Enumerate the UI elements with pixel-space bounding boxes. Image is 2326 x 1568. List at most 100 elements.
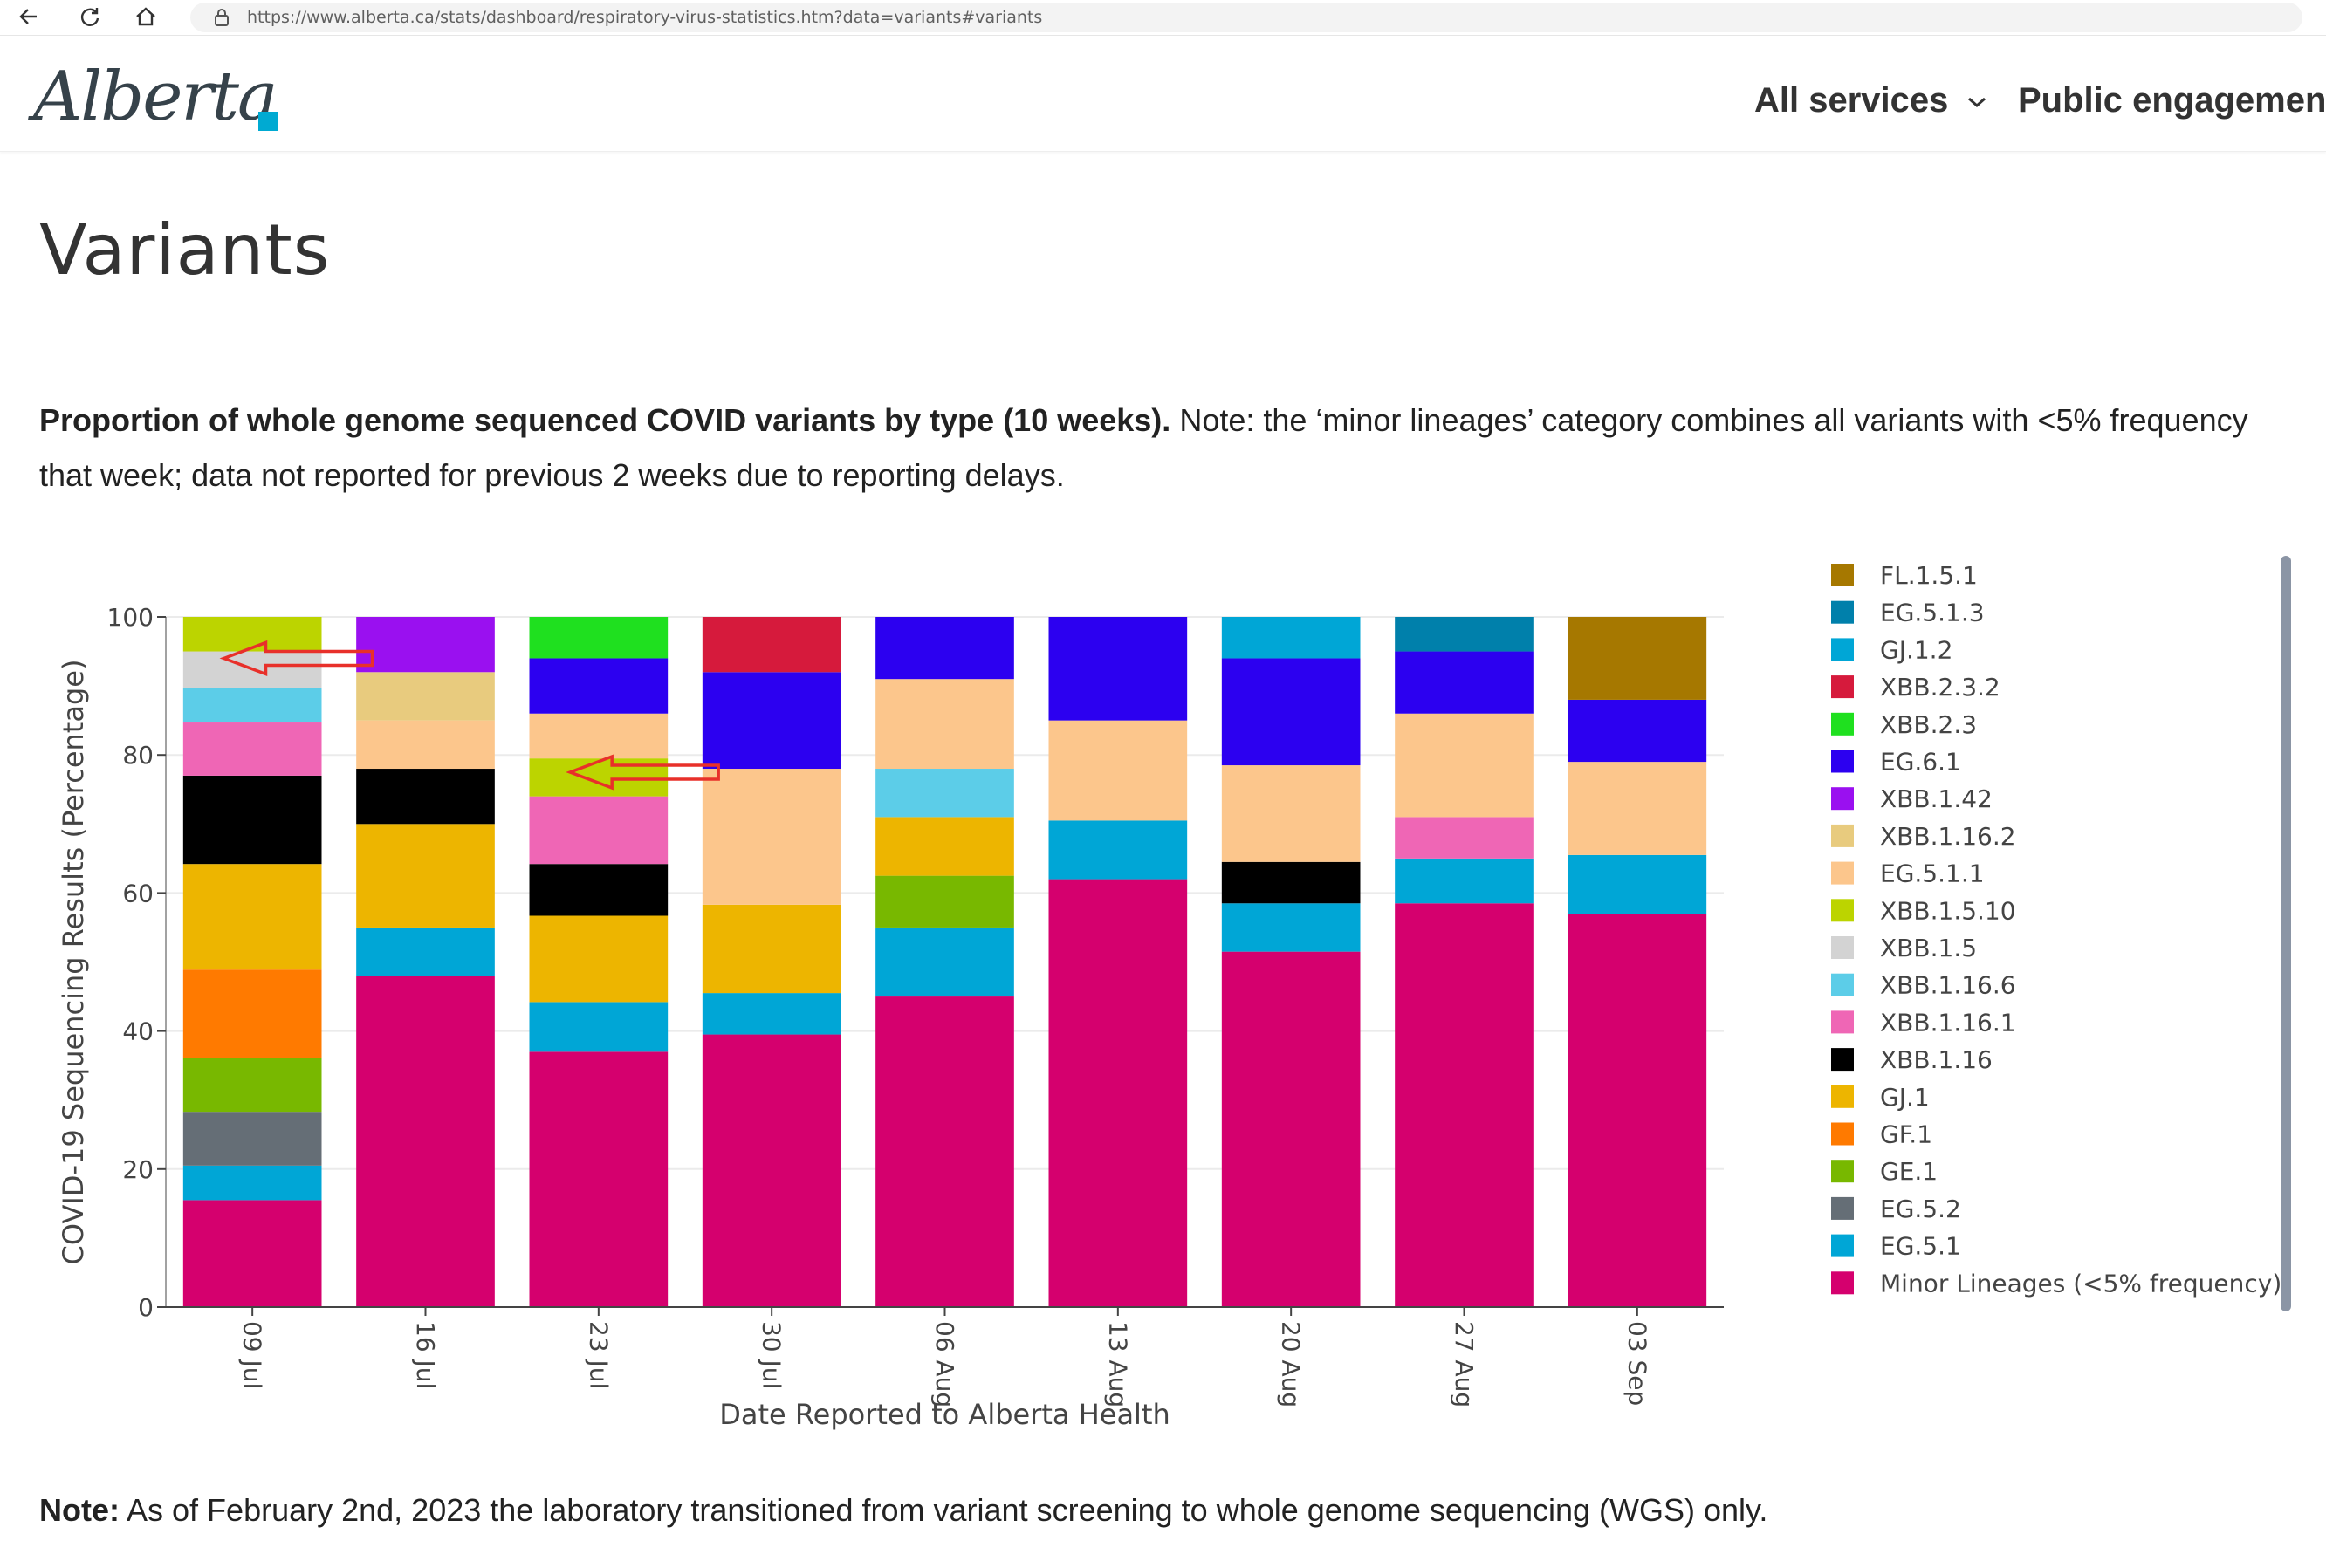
x-tick-label: 13 Aug xyxy=(1103,1321,1132,1407)
bar-segment xyxy=(529,1002,669,1052)
bar-segment xyxy=(356,720,495,770)
legend-label: XBB.1.42 xyxy=(1880,784,1993,813)
bar-segment xyxy=(1221,658,1361,766)
back-button[interactable] xyxy=(16,3,42,30)
bar-segment xyxy=(1395,903,1534,1307)
reload-icon xyxy=(80,8,99,26)
annotation-arrow-icon xyxy=(219,640,374,676)
y-tick-label: 60 xyxy=(122,879,154,907)
bar-segment xyxy=(1568,699,1707,763)
bar-segment xyxy=(356,927,495,976)
bar-segment xyxy=(875,679,1014,770)
y-tick-label: 0 xyxy=(138,1293,154,1322)
bar-segment xyxy=(529,915,669,1003)
address-bar[interactable]: https://www.alberta.ca/stats/dashboard/r… xyxy=(190,3,2302,32)
bar-segment xyxy=(356,824,495,928)
legend-label: EG.5.1 xyxy=(1880,1232,1961,1261)
chart-description-bold: Proportion of whole genome sequenced COV… xyxy=(39,402,1171,438)
chart-description: Proportion of whole genome sequenced COV… xyxy=(39,393,2291,503)
bar-segment xyxy=(702,672,841,770)
y-axis-title: COVID-19 Sequencing Results (Percentage) xyxy=(57,660,90,1265)
legend-label: XBB.1.16 xyxy=(1880,1045,1993,1074)
footnote-bold: Note: xyxy=(39,1492,120,1528)
bar-segment xyxy=(1221,765,1361,862)
legend-swatch xyxy=(1831,600,1854,624)
bar-segment xyxy=(1395,617,1534,652)
legend-swatch xyxy=(1831,1122,1854,1146)
bar-segment xyxy=(529,864,669,916)
site-header: Alberta All services Public engagement xyxy=(0,42,2326,152)
x-axis-title: Date Reported to Alberta Health xyxy=(719,1398,1170,1431)
legend-swatch xyxy=(1831,1196,1854,1220)
legend-swatch xyxy=(1831,1010,1854,1034)
x-tick-label: 27 Aug xyxy=(1450,1321,1479,1407)
nav-all-services-label: All services xyxy=(1754,81,1949,120)
bar-segment xyxy=(182,617,322,652)
legend-scrollbar[interactable] xyxy=(2281,556,2291,1311)
nav-public-engagement[interactable]: Public engagement xyxy=(2018,81,2326,120)
legend-label: EG.5.1.1 xyxy=(1880,859,1985,888)
bar-segment xyxy=(1568,854,1707,914)
browser-toolbar: https://www.alberta.ca/stats/dashboard/r… xyxy=(0,0,2326,36)
reload-button[interactable] xyxy=(77,3,103,30)
x-tick-label: 16 Jul xyxy=(411,1321,440,1389)
legend-swatch xyxy=(1831,712,1854,736)
home-button[interactable] xyxy=(133,3,159,30)
legend-label: XBB.1.16.6 xyxy=(1880,971,2016,1000)
bar-segment xyxy=(1048,617,1188,721)
lock-icon xyxy=(215,9,229,26)
legend-swatch xyxy=(1831,564,1854,586)
legend-label: GJ.1 xyxy=(1880,1083,1930,1112)
bar-segment xyxy=(529,1051,669,1307)
bar-segment xyxy=(1568,617,1707,700)
bar-segment xyxy=(1048,720,1188,821)
legend-swatch xyxy=(1831,899,1854,922)
legend-swatch xyxy=(1831,675,1854,699)
legend-swatch xyxy=(1831,750,1854,773)
logo-text: Alberta xyxy=(33,58,278,136)
legend-label: EG.5.1.3 xyxy=(1880,599,1985,627)
y-tick-label: 40 xyxy=(122,1017,154,1046)
bar-segment xyxy=(529,796,669,865)
legend-label: FL.1.5.1 xyxy=(1880,561,1978,590)
x-tick-label: 03 Sep xyxy=(1623,1321,1651,1406)
legend-swatch xyxy=(1831,861,1854,885)
bar-segment xyxy=(182,722,322,776)
chart-description-rest: Note: the ‘minor lineages’ category comb… xyxy=(39,402,2248,493)
logo-square-icon xyxy=(258,112,278,131)
wgs-footnote: Note: As of February 2nd, 2023 the labor… xyxy=(39,1492,1767,1529)
legend-label: GJ.1.2 xyxy=(1880,635,1952,664)
variants-chart[interactable]: 0 20 40 60 80 100 09 Jul 16 Jul 23 Jul 30 Jul 06 A… xyxy=(0,541,2326,1448)
legend-swatch xyxy=(1831,1234,1854,1257)
bar-segment xyxy=(182,969,322,1058)
annotation-arrow-icon xyxy=(566,754,720,791)
bar-segment xyxy=(529,713,669,759)
bar-segment xyxy=(529,658,669,714)
bar-segment xyxy=(356,976,495,1307)
bar-segment xyxy=(182,1112,322,1166)
bar-segment xyxy=(1048,879,1188,1307)
bar-segment xyxy=(1048,820,1188,880)
legend-label: Minor Lineages (<5% frequency) xyxy=(1880,1269,2281,1298)
bar-segment xyxy=(182,864,322,970)
x-tick-label: 09 Jul xyxy=(238,1321,267,1389)
legend-swatch xyxy=(1831,1048,1854,1072)
legend-label: EG.5.2 xyxy=(1880,1195,1961,1223)
legend-swatch xyxy=(1831,1160,1854,1183)
legend-label: XBB.1.5 xyxy=(1880,934,1977,962)
bar-segment xyxy=(182,1200,322,1307)
bar-segment xyxy=(702,904,841,994)
bar-segment xyxy=(1395,817,1534,859)
legend-label: EG.6.1 xyxy=(1880,748,1961,777)
bar-segment xyxy=(1568,762,1707,855)
bar-segment xyxy=(702,1034,841,1307)
bar-segment xyxy=(1395,858,1534,904)
bar-segment xyxy=(702,993,841,1035)
bar-segment xyxy=(356,769,495,825)
nav-all-services[interactable]: All services xyxy=(1754,81,1988,120)
legend-swatch xyxy=(1831,824,1854,847)
legend-label: XBB.1.16.1 xyxy=(1880,1008,2016,1037)
bar-segment xyxy=(182,688,322,723)
legend-swatch xyxy=(1831,638,1854,661)
y-tick-label: 20 xyxy=(122,1155,154,1184)
